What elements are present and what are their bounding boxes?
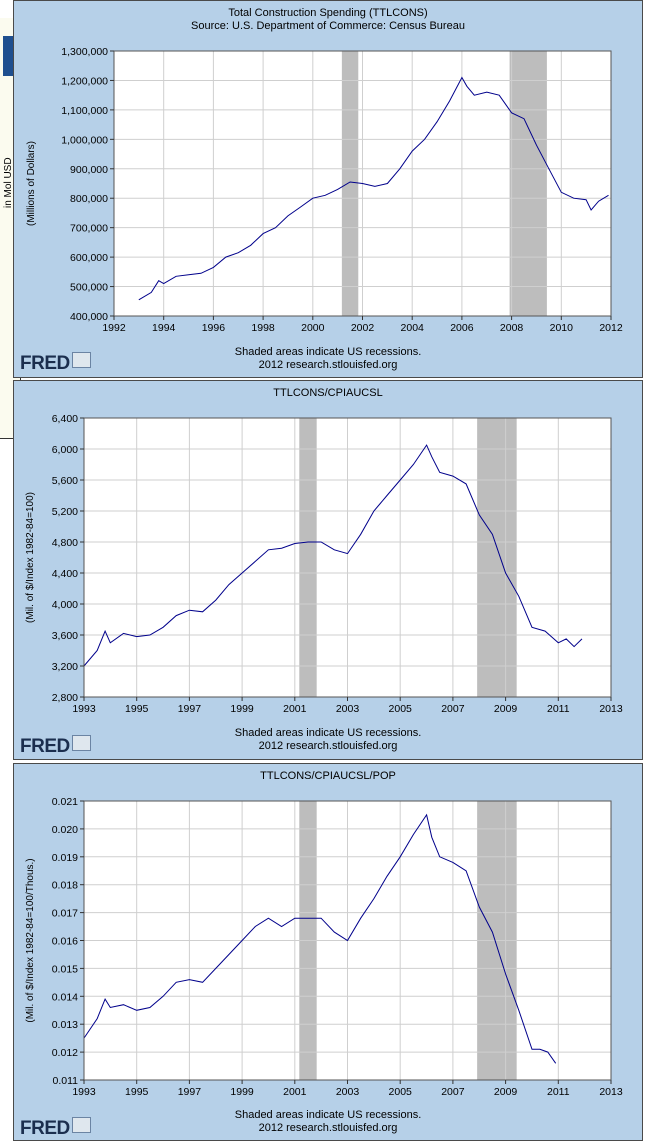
series-line xyxy=(83,444,583,667)
credit-line: 2012 research.stlouisfed.org xyxy=(258,1122,398,1134)
x-tick-label: 2003 xyxy=(336,1086,360,1098)
y-tick-label: 3,600 xyxy=(52,630,78,642)
chart-panel-total-construction: Total Construction Spending (TTLCONS) So… xyxy=(13,0,643,378)
x-tick-label: 2005 xyxy=(389,703,413,715)
x-tick-label: 1997 xyxy=(178,1086,202,1098)
chart-title: TTLCONS/CPIAUCSL xyxy=(273,387,383,399)
recession-note: Shaded areas indicate US recessions. xyxy=(234,727,422,739)
x-tick-label: 2012 xyxy=(599,322,623,334)
fred-chart-icon xyxy=(71,735,91,751)
x-tick-label: 1999 xyxy=(230,1086,254,1098)
x-tick-label: 1995 xyxy=(125,1086,149,1098)
fred-logo-text: FRED xyxy=(20,736,70,757)
y-tick-label: 0.017 xyxy=(52,908,78,920)
x-tick-label: 2010 xyxy=(550,322,574,334)
y-tick-label: 3,200 xyxy=(52,661,78,673)
y-axis-label: (Mil. of $/Index 1982-84=100/Thous.) xyxy=(25,858,36,1022)
chart-svg: 400,000 500,000 600,000 700,000 800,000 900,0… xyxy=(26,46,623,334)
y-tick-label: 600,000 xyxy=(70,252,108,264)
y-tick-label: 0.015 xyxy=(52,963,78,975)
y-axis-label: (Mil. of $/Index 1982-84=100) xyxy=(25,492,36,623)
fred-logo[interactable]: FRED xyxy=(20,1117,91,1140)
y-tick-label: 5,600 xyxy=(52,475,78,487)
x-tick-label: 1999 xyxy=(230,703,254,715)
x-tick-label: 2009 xyxy=(494,703,518,715)
x-tick-label: 1998 xyxy=(251,322,275,334)
x-tick-label: 1997 xyxy=(178,703,202,715)
recession-band xyxy=(299,418,317,697)
x-tick-label: 1996 xyxy=(202,322,226,334)
x-tick-label: 2005 xyxy=(389,1086,413,1098)
x-tick-label: 2002 xyxy=(351,322,375,334)
x-tick-label: 2000 xyxy=(301,322,325,334)
chart-title: Total Construction Spending (TTLCONS) xyxy=(228,7,428,19)
fred-logo-text: FRED xyxy=(20,1118,70,1139)
y-tick-label: 0.020 xyxy=(52,824,78,836)
x-tick-label: 2007 xyxy=(441,703,465,715)
y-tick-label: 5,200 xyxy=(52,506,78,518)
series-line xyxy=(138,76,609,301)
x-tick-label: 2008 xyxy=(500,322,524,334)
chart-panel-real-per-capita: TTLCONS/CPIAUCSL/POP 0.011 0.012 0.013 0.01… xyxy=(13,763,643,1141)
y-tick-label: 4,800 xyxy=(52,537,78,549)
x-tick-label: 2013 xyxy=(599,703,623,715)
y-tick-label: 2,800 xyxy=(52,692,78,704)
chart-subtitle: Source: U.S. Department of Commerce: Cen… xyxy=(191,20,465,32)
y-tick-label: 0.018 xyxy=(52,880,78,892)
y-tick-label: 6,000 xyxy=(52,444,78,456)
x-tick-label: 2001 xyxy=(283,703,307,715)
fred-logo-text: FRED xyxy=(20,353,70,374)
recession-note: Shaded areas indicate US recessions. xyxy=(234,346,422,358)
series-line xyxy=(83,813,557,1064)
chart-svg: 0.011 0.012 0.013 0.014 0.015 0.016 0.017 0.018… xyxy=(25,796,623,1098)
fred-logo[interactable]: FRED xyxy=(20,735,91,758)
y-axis-label: (Millions of Dollars) xyxy=(26,141,37,226)
y-tick-label: 0.019 xyxy=(52,852,78,864)
y-tick-label: 0.013 xyxy=(52,1019,78,1031)
recession-band xyxy=(509,51,547,316)
x-tick-label: 1994 xyxy=(152,322,176,334)
y-tick-label: 400,000 xyxy=(70,311,108,323)
x-tick-label: 2004 xyxy=(401,322,425,334)
credit-line: 2012 research.stlouisfed.org xyxy=(258,359,398,371)
x-tick-label: 2011 xyxy=(547,703,570,715)
x-tick-label: 2003 xyxy=(336,703,360,715)
y-tick-label: 4,000 xyxy=(52,599,78,611)
x-tick-label: 1993 xyxy=(72,703,96,715)
chart-svg: 2,800 3,200 3,600 4,000 4,400 4,800 5,200 5,600… xyxy=(25,413,623,715)
y-tick-label: 1,100,000 xyxy=(61,105,108,117)
y-tick-label: 0.014 xyxy=(52,991,78,1003)
x-tick-label: 2007 xyxy=(441,1086,465,1098)
y-tick-label: 0.011 xyxy=(53,1075,79,1087)
y-tick-label: 1,200,000 xyxy=(61,75,108,87)
fred-chart-icon xyxy=(71,1117,91,1133)
fred-chart-icon xyxy=(71,352,91,368)
credit-line: 2012 research.stlouisfed.org xyxy=(258,740,398,752)
chart-panel-real-construction: TTLCONS/CPIAUCSL 2,800 3,200 3,600 4,000 4,4… xyxy=(13,380,643,760)
y-tick-label: 0.021 xyxy=(52,796,78,808)
y-tick-label: 500,000 xyxy=(70,282,108,294)
x-tick-label: 1993 xyxy=(72,1086,96,1098)
y-tick-label: 0.016 xyxy=(52,936,78,948)
y-tick-label: 0.012 xyxy=(52,1047,78,1059)
y-tick-label: 700,000 xyxy=(70,223,108,235)
recession-band xyxy=(477,418,517,697)
y-tick-label: 1,300,000 xyxy=(61,46,108,58)
y-tick-label: 6,400 xyxy=(52,413,78,425)
x-tick-label: 2011 xyxy=(547,1086,570,1098)
y-tick-label: 4,400 xyxy=(52,568,78,580)
chart-title: TTLCONS/CPIAUCSL/POP xyxy=(260,770,396,782)
y-tick-label: 800,000 xyxy=(70,193,108,205)
x-tick-label: 2001 xyxy=(283,1086,307,1098)
recession-note: Shaded areas indicate US recessions. xyxy=(234,1109,422,1121)
y-tick-label: 1,000,000 xyxy=(61,134,108,146)
x-tick-label: 1992 xyxy=(102,322,126,334)
recession-band xyxy=(341,51,359,316)
x-tick-label: 2009 xyxy=(494,1086,518,1098)
x-tick-label: 1995 xyxy=(125,703,149,715)
x-tick-label: 2013 xyxy=(599,1086,623,1098)
x-tick-label: 2006 xyxy=(450,322,474,334)
fred-logo[interactable]: FRED xyxy=(20,352,91,375)
y-tick-label: 900,000 xyxy=(70,164,108,176)
